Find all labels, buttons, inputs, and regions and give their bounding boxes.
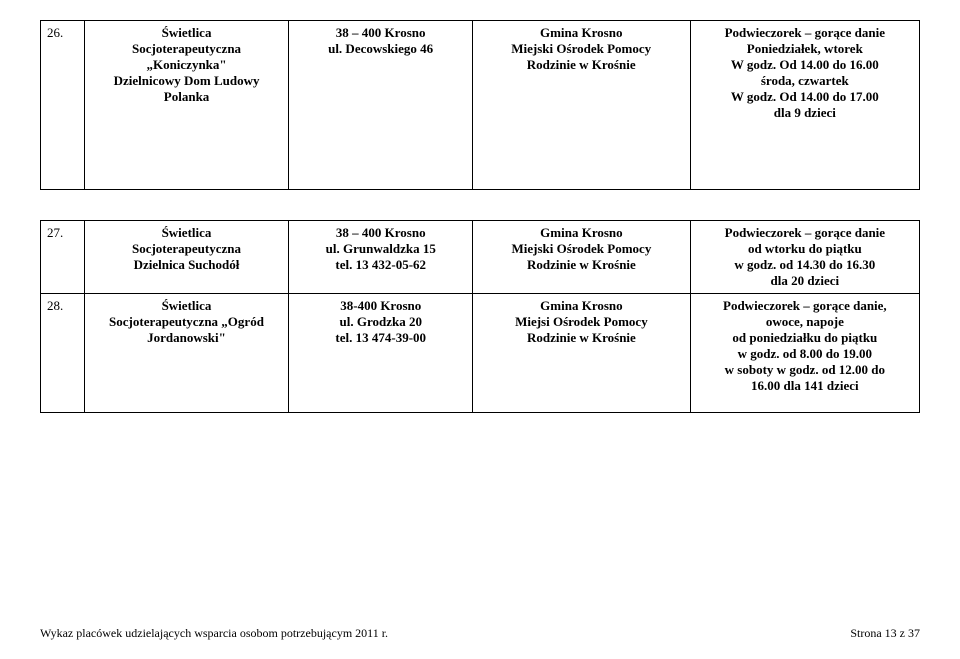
page-container: 26. Świetlica Socjoterapeutyczna „Konicz… [0,0,960,413]
cell-organization: Gmina Krosno Miejski Ośrodek Pomocy Rodz… [473,221,691,294]
facility-name-line: Świetlica [162,25,212,40]
table-2: 27. Świetlica Socjoterapeutyczna Dzielni… [40,220,920,413]
footer-right-text: Strona 13 z 37 [850,626,920,641]
cell-address: 38-400 Krosno ul. Grodzka 20 tel. 13 474… [289,294,473,413]
org-line: Gmina Krosno [540,225,622,240]
info-line: Podwieczorek – gorące danie [725,225,885,240]
facility-name-line: Polanka [164,89,210,104]
address-line: ul. Decowskiego 46 [328,41,433,56]
info-line: od wtorku do piątku [748,241,862,256]
footer-left-text: Wykaz placówek udzielających wsparcia os… [40,626,388,641]
facility-name-line: Dzielnica Suchodół [134,257,240,272]
info-line: W godz. Od 14.00 do 16.00 [731,57,879,72]
cell-organization: Gmina Krosno Miejski Ośrodek Pomocy Rodz… [472,21,690,190]
page-footer: Wykaz placówek udzielających wsparcia os… [40,626,920,641]
org-line: Rodzinie w Krośnie [527,257,636,272]
info-line: W godz. Od 14.00 do 17.00 [731,89,879,104]
facility-name-line: Socjoterapeutyczna [132,241,241,256]
address-line: 38 – 400 Krosno [336,25,426,40]
cell-name: Świetlica Socjoterapeutyczna „Koniczynka… [84,21,289,190]
info-line: Podwieczorek – gorące danie, [723,298,887,313]
org-line: Gmina Krosno [540,298,622,313]
facility-name-line: „Koniczynka" [146,57,226,72]
address-line: 38-400 Krosno [340,298,421,313]
info-line: 16.00 dla 141 dzieci [751,378,859,393]
info-line: dla 9 dzieci [774,105,836,120]
org-line: Miejsi Ośrodek Pomocy [515,314,648,329]
cell-number: 28. [41,294,85,413]
table-row: 26. Świetlica Socjoterapeutyczna „Konicz… [41,21,920,190]
address-line: tel. 13 474-39-00 [335,330,426,345]
address-line: tel. 13 432-05-62 [335,257,426,272]
org-line: Gmina Krosno [540,25,622,40]
info-line: środa, czwartek [761,73,849,88]
cell-info: Podwieczorek – gorące danie, owoce, napo… [690,294,919,413]
cell-number: 27. [41,221,85,294]
table-1: 26. Świetlica Socjoterapeutyczna „Konicz… [40,20,920,190]
facility-name-line: Świetlica [162,298,212,313]
org-line: Rodzinie w Krośnie [527,57,636,72]
table-row: 28. Świetlica Socjoterapeutyczna „Ogród … [41,294,920,413]
cell-organization: Gmina Krosno Miejsi Ośrodek Pomocy Rodzi… [473,294,691,413]
address-line: ul. Grodzka 20 [340,314,422,329]
row-number: 27. [47,225,63,240]
org-line: Miejski Ośrodek Pomocy [511,241,651,256]
facility-name-line: Jordanowski" [147,330,226,345]
table-row: 27. Świetlica Socjoterapeutyczna Dzielni… [41,221,920,294]
cell-name: Świetlica Socjoterapeutyczna „Ogród Jord… [84,294,289,413]
info-line: w godz. od 8.00 do 19.00 [738,346,872,361]
cell-number: 26. [41,21,85,190]
info-line: Poniedziałek, wtorek [747,41,863,56]
org-line: Miejski Ośrodek Pomocy [511,41,651,56]
info-line: w soboty w godz. od 12.00 do [725,362,885,377]
row-number: 28. [47,298,63,313]
address-line: ul. Grunwaldzka 15 [326,241,436,256]
facility-name-line: Dzielnicowy Dom Ludowy [114,73,260,88]
org-line: Rodzinie w Krośnie [527,330,636,345]
cell-name: Świetlica Socjoterapeutyczna Dzielnica S… [84,221,289,294]
info-line: dla 20 dzieci [771,273,840,288]
cell-address: 38 – 400 Krosno ul. Decowskiego 46 [289,21,472,190]
address-line: 38 – 400 Krosno [336,225,426,240]
row-number: 26. [47,25,63,40]
cell-info: Podwieczorek – gorące danie Poniedziałek… [690,21,919,190]
facility-name-line: Socjoterapeutyczna „Ogród [109,314,264,329]
info-line: od poniedziałku do piątku [732,330,877,345]
info-line: Podwieczorek – gorące danie [725,25,885,40]
info-line: owoce, napoje [766,314,844,329]
cell-info: Podwieczorek – gorące danie od wtorku do… [690,221,919,294]
info-line: w godz. od 14.30 do 16.30 [734,257,875,272]
facility-name-line: Świetlica [162,225,212,240]
facility-name-line: Socjoterapeutyczna [132,41,241,56]
cell-address: 38 – 400 Krosno ul. Grunwaldzka 15 tel. … [289,221,473,294]
